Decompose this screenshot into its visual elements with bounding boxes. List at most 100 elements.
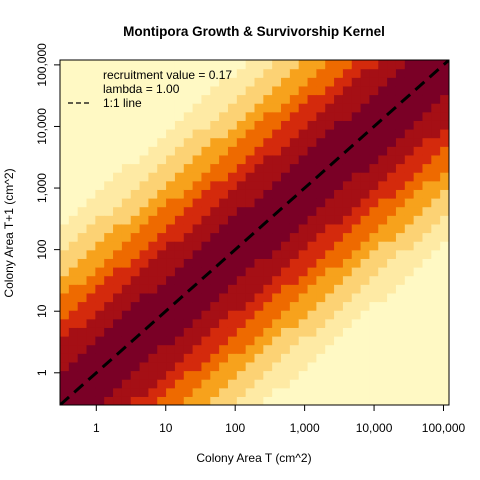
heatmap-cell (210, 181, 219, 190)
heatmap-cell (131, 120, 140, 129)
heatmap-cell (246, 379, 255, 388)
heatmap-cell (122, 155, 131, 164)
heatmap-cell (184, 241, 193, 250)
heatmap-cell (122, 353, 131, 362)
heatmap-cell (308, 112, 317, 121)
heatmap-cell (281, 129, 290, 138)
heatmap-cell (237, 258, 246, 267)
heatmap-cell (405, 276, 414, 285)
heatmap-cell (440, 146, 449, 155)
heatmap-cell (228, 181, 237, 190)
heatmap-cell (334, 112, 343, 121)
heatmap-cell (166, 138, 175, 147)
heatmap-cell (405, 388, 414, 397)
heatmap-cell (166, 250, 175, 259)
heatmap-cell (148, 198, 157, 207)
heatmap-cell (166, 120, 175, 129)
heatmap-cell (113, 379, 122, 388)
heatmap-cell (157, 233, 166, 242)
heatmap-cell (361, 293, 370, 302)
heatmap-cell (334, 129, 343, 138)
heatmap-cell (193, 95, 202, 104)
heatmap-cell (308, 310, 317, 319)
heatmap-cell (201, 86, 210, 95)
heatmap-cell (369, 103, 378, 112)
heatmap-cell (237, 345, 246, 354)
heatmap-cell (422, 353, 431, 362)
heatmap-cell (237, 353, 246, 362)
heatmap-cell (228, 138, 237, 147)
heatmap-cell (316, 189, 325, 198)
heatmap-cell (281, 138, 290, 147)
x-axis-label: Colony Area T (cm^2) (196, 451, 311, 465)
heatmap-cell (148, 120, 157, 129)
heatmap-cell (228, 371, 237, 380)
heatmap-cell (87, 181, 96, 190)
heatmap-cell (87, 112, 96, 121)
heatmap-cell (387, 138, 396, 147)
heatmap-cell (184, 353, 193, 362)
heatmap-cell (166, 224, 175, 233)
heatmap-cell (414, 60, 423, 69)
heatmap-cell (396, 129, 405, 138)
heatmap-cell (387, 95, 396, 104)
heatmap-cell (69, 198, 78, 207)
heatmap-cell (60, 189, 69, 198)
heatmap-cell (255, 345, 264, 354)
heatmap-cell (431, 336, 440, 345)
heatmap-cell (157, 172, 166, 181)
heatmap-cell (361, 69, 370, 78)
heatmap-cell (166, 112, 175, 121)
heatmap-cell (308, 345, 317, 354)
heatmap-cell (148, 293, 157, 302)
y-tick-label: 10,000 (35, 108, 49, 145)
heatmap-cell (95, 310, 104, 319)
heatmap-cell (113, 207, 122, 216)
heatmap-cell (210, 388, 219, 397)
x-tick-label: 10,000 (356, 421, 393, 435)
heatmap-cell (334, 319, 343, 328)
heatmap-cell (378, 181, 387, 190)
heatmap-cell (175, 172, 184, 181)
heatmap-cell (104, 276, 113, 285)
heatmap-cell (193, 138, 202, 147)
heatmap-cell (193, 198, 202, 207)
heatmap-cell (405, 69, 414, 78)
heatmap-cell (184, 86, 193, 95)
heatmap-cell (157, 336, 166, 345)
heatmap-cell (210, 146, 219, 155)
heatmap-cell (219, 267, 228, 276)
heatmap-cell (272, 345, 281, 354)
heatmap-cell (316, 129, 325, 138)
heatmap-cell (290, 276, 299, 285)
heatmap-cell (228, 327, 237, 336)
heatmap-cell (255, 319, 264, 328)
heatmap-cell (378, 345, 387, 354)
heatmap-cell (422, 276, 431, 285)
heatmap-cell (308, 388, 317, 397)
heatmap-cell (334, 241, 343, 250)
heatmap-cell (334, 60, 343, 69)
heatmap-cell (104, 172, 113, 181)
heatmap-cell (122, 207, 131, 216)
heatmap-cell (361, 189, 370, 198)
heatmap-cell (352, 129, 361, 138)
heatmap-cell (299, 241, 308, 250)
heatmap-cell (157, 138, 166, 147)
heatmap-cell (396, 146, 405, 155)
heatmap-cell (219, 310, 228, 319)
heatmap-cell (210, 250, 219, 259)
y-tick-label: 100 (35, 239, 49, 259)
heatmap-cell (281, 336, 290, 345)
heatmap-cell (157, 112, 166, 121)
heatmap-cell (122, 146, 131, 155)
heatmap-cell (219, 345, 228, 354)
heatmap-cell (60, 362, 69, 371)
heatmap-cell (104, 336, 113, 345)
heatmap-cell (237, 379, 246, 388)
heatmap-cell (87, 379, 96, 388)
heatmap-cell (255, 172, 264, 181)
heatmap-cell (246, 146, 255, 155)
heatmap-cell (290, 77, 299, 86)
heatmap-cell (414, 327, 423, 336)
